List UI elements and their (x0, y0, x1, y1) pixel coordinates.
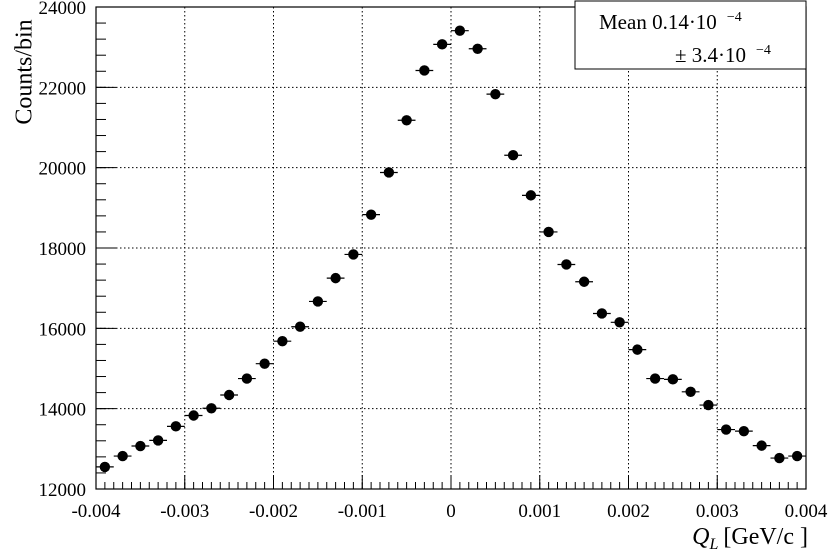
data-point (525, 190, 537, 201)
grid-lines (96, 7, 806, 489)
data-point (330, 272, 341, 284)
data-point (632, 344, 643, 355)
y-tick-label: 16000 (39, 319, 87, 340)
data-point (117, 450, 128, 462)
x-axis-title: QL [GeV/c ] (692, 524, 808, 549)
x-tick-label: -0.004 (71, 501, 121, 522)
data-point (135, 440, 146, 452)
data-point (401, 115, 412, 126)
legend-mean-text: Mean 0.14·10 (599, 10, 717, 34)
x-tick-label: 0.003 (696, 501, 739, 522)
stats-legend: Mean 0.14·10 −4 ± 3.4·10 −4 (574, 0, 807, 70)
data-point (720, 424, 732, 435)
data-point (649, 373, 661, 384)
y-tick-label: 22000 (39, 78, 87, 99)
data-point (703, 399, 714, 411)
data-point (206, 403, 217, 414)
x-axis-unit: [GeV/c ] (723, 524, 808, 549)
x-tick-label: 0 (446, 501, 456, 522)
data-point (507, 150, 519, 161)
x-tick-label: 0.001 (518, 501, 561, 522)
data-point (294, 321, 306, 332)
data-point (791, 450, 803, 462)
data-point (383, 167, 395, 178)
y-tick-label: 18000 (39, 239, 87, 260)
legend-mean-exponent: −4 (727, 10, 742, 25)
data-point (241, 373, 253, 384)
data-point (738, 425, 750, 437)
x-axis-symbol: Q (692, 524, 709, 549)
data-point (348, 249, 359, 260)
data-point (454, 25, 466, 36)
x-axis-subscript: L (708, 536, 718, 549)
data-point (578, 276, 590, 287)
y-tick-label: 14000 (39, 400, 87, 421)
data-point (685, 386, 696, 397)
y-axis-title: Counts/bin (12, 19, 38, 124)
data-point (312, 296, 324, 307)
legend-error-text: ± 3.4·10 (675, 43, 746, 67)
data-point (561, 259, 572, 270)
x-tick-label: -0.002 (249, 501, 298, 522)
data-point (614, 317, 625, 328)
data-point (223, 389, 235, 401)
x-tick-label: -0.001 (338, 501, 387, 522)
y-tick-label: 12000 (39, 480, 87, 501)
data-point (259, 358, 270, 369)
data-point (419, 65, 430, 76)
x-tick-labels: -0.004 -0.003 -0.002 -0.001 0 0.001 0.002 0.003… (71, 501, 827, 522)
data-point (277, 335, 288, 347)
data-point (667, 374, 679, 385)
data-point (756, 440, 767, 451)
legend-error-exponent: −4 (756, 43, 771, 58)
data-point (365, 209, 377, 220)
data-point (99, 461, 111, 473)
data-point (170, 421, 182, 432)
x-tick-label: 0.002 (607, 501, 650, 522)
stats-legend-box (574, 0, 807, 70)
data-point (436, 39, 448, 50)
y-tick-label: 20000 (39, 159, 87, 180)
data-point (188, 410, 199, 421)
x-tick-label: -0.003 (160, 501, 209, 522)
data-points (96, 25, 806, 473)
legend-error: ± 3.4·10 −4 (675, 43, 771, 67)
data-point (490, 88, 501, 100)
data-point (596, 308, 608, 319)
legend-mean: Mean 0.14·10 −4 (599, 10, 742, 34)
data-point (543, 226, 554, 238)
data-point (152, 435, 164, 446)
data-point (472, 43, 483, 54)
y-tick-labels: 12000 14000 16000 18000 20000 22000 24000 (39, 0, 87, 501)
y-tick-label: 24000 (39, 0, 87, 19)
data-point (774, 452, 785, 464)
x-tick-label: 0.004 (785, 501, 828, 522)
plot-frame (95, 6, 807, 490)
